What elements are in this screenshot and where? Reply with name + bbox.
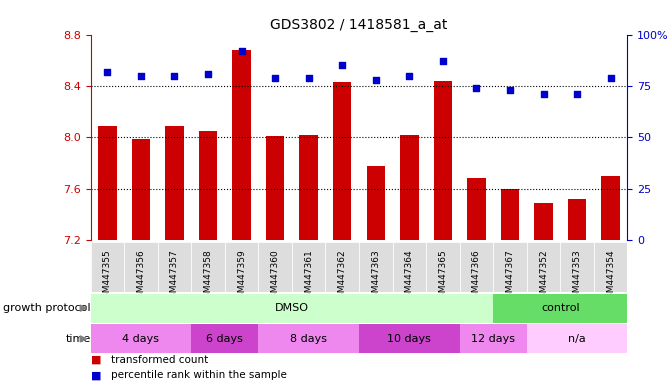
Text: ■: ■	[91, 355, 101, 365]
Text: GSM447360: GSM447360	[270, 250, 280, 304]
Bar	[98, 126, 117, 240]
Bar	[493, 294, 627, 323]
Text: transformed count: transformed count	[111, 355, 208, 365]
Text: GSM447353: GSM447353	[572, 250, 582, 304]
Bar	[601, 176, 620, 240]
Text: percentile rank within the sample: percentile rank within the sample	[111, 370, 287, 380]
Text: 6 days: 6 days	[207, 334, 243, 344]
Bar	[258, 324, 359, 353]
Bar	[460, 324, 527, 353]
Text: GSM447366: GSM447366	[472, 250, 481, 304]
Bar	[366, 166, 385, 240]
Point	[303, 74, 314, 81]
Bar	[158, 242, 191, 292]
Point	[370, 77, 381, 83]
Text: GSM447362: GSM447362	[338, 250, 347, 304]
Title: GDS3802 / 1418581_a_at: GDS3802 / 1418581_a_at	[270, 18, 448, 32]
Text: 12 days: 12 days	[471, 334, 515, 344]
Bar	[426, 242, 460, 292]
Text: GSM447363: GSM447363	[371, 250, 380, 304]
Point	[236, 48, 247, 54]
Text: GSM447354: GSM447354	[606, 250, 615, 304]
Bar	[527, 242, 560, 292]
Bar	[393, 242, 426, 292]
Bar	[258, 242, 292, 292]
Text: GSM447359: GSM447359	[237, 250, 246, 304]
Point	[471, 85, 482, 91]
Point	[270, 74, 280, 81]
Bar	[225, 242, 258, 292]
Text: GSM447357: GSM447357	[170, 250, 179, 304]
Bar	[91, 242, 124, 292]
Point	[337, 62, 348, 68]
Bar	[165, 126, 184, 240]
Point	[437, 58, 448, 65]
Text: 10 days: 10 days	[387, 334, 431, 344]
Bar	[191, 324, 258, 353]
Bar	[568, 199, 586, 240]
Bar	[493, 242, 527, 292]
Text: time: time	[65, 334, 91, 344]
Bar	[433, 81, 452, 240]
Bar	[460, 242, 493, 292]
Bar	[527, 324, 627, 353]
Point	[505, 87, 515, 93]
Point	[102, 68, 113, 74]
Bar	[333, 82, 352, 240]
Text: 8 days: 8 days	[290, 334, 327, 344]
Bar	[359, 324, 460, 353]
Bar	[124, 242, 158, 292]
Text: GSM447361: GSM447361	[304, 250, 313, 304]
Text: DMSO: DMSO	[275, 303, 309, 313]
Bar	[359, 242, 393, 292]
Bar	[325, 242, 359, 292]
Bar	[191, 242, 225, 292]
Bar	[400, 135, 419, 240]
Bar	[199, 131, 217, 240]
Bar	[266, 136, 285, 240]
Bar	[292, 242, 325, 292]
Bar	[299, 135, 318, 240]
Text: growth protocol: growth protocol	[3, 303, 91, 313]
Text: 4 days: 4 days	[122, 334, 160, 344]
Point	[572, 91, 582, 97]
Bar	[501, 189, 519, 240]
Bar	[594, 242, 627, 292]
Bar	[91, 324, 191, 353]
Bar	[91, 294, 493, 323]
Point	[169, 73, 180, 79]
Text: GSM447364: GSM447364	[405, 250, 414, 304]
Text: GSM447367: GSM447367	[505, 250, 515, 304]
Bar	[132, 139, 150, 240]
Text: GSM447355: GSM447355	[103, 250, 112, 304]
Point	[203, 71, 213, 77]
Point	[605, 74, 616, 81]
Text: n/a: n/a	[568, 334, 586, 344]
Bar	[534, 203, 553, 240]
Point	[538, 91, 549, 97]
Text: GSM447358: GSM447358	[203, 250, 213, 304]
Bar	[232, 50, 251, 240]
Bar	[467, 178, 486, 240]
Point	[136, 73, 146, 79]
Point	[404, 73, 415, 79]
Text: ■: ■	[91, 370, 101, 380]
Text: control: control	[541, 303, 580, 313]
Text: GSM447356: GSM447356	[136, 250, 146, 304]
Text: GSM447352: GSM447352	[539, 250, 548, 304]
Bar	[560, 242, 594, 292]
Text: GSM447365: GSM447365	[438, 250, 448, 304]
